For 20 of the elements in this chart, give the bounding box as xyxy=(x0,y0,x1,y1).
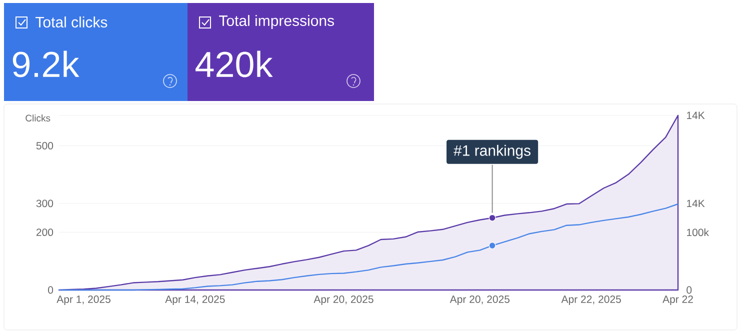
text: 100k xyxy=(687,228,709,236)
x-tick-label: Apr 22, 2025 xyxy=(561,296,621,306)
text: 14K xyxy=(687,112,705,120)
text: 420k xyxy=(196,50,273,78)
text: 9.2k xyxy=(12,50,80,78)
text: 0 xyxy=(686,286,692,294)
x-tick-label: Apr 22 xyxy=(662,296,693,306)
y-tick-label: 300 xyxy=(36,200,54,208)
x-tick-label: Apr 14, 2025 xyxy=(165,296,225,306)
x-tick-label: Apr 1, 2025 xyxy=(56,296,110,306)
y-axis-title: Clicks xyxy=(26,114,50,122)
annotation: #1 rankings xyxy=(454,144,530,159)
x-tick-label: Apr 20, 2025 xyxy=(450,296,510,306)
text: Total impressions xyxy=(219,15,334,29)
y-tick-label: 200 xyxy=(36,228,54,236)
y-tick-label: 500 xyxy=(36,142,54,150)
text: 14K xyxy=(687,200,705,208)
x-tick-label: Apr 20, 2025 xyxy=(314,296,374,306)
text: Total clicks xyxy=(36,16,108,28)
y-tick-label: 0 xyxy=(48,286,54,294)
